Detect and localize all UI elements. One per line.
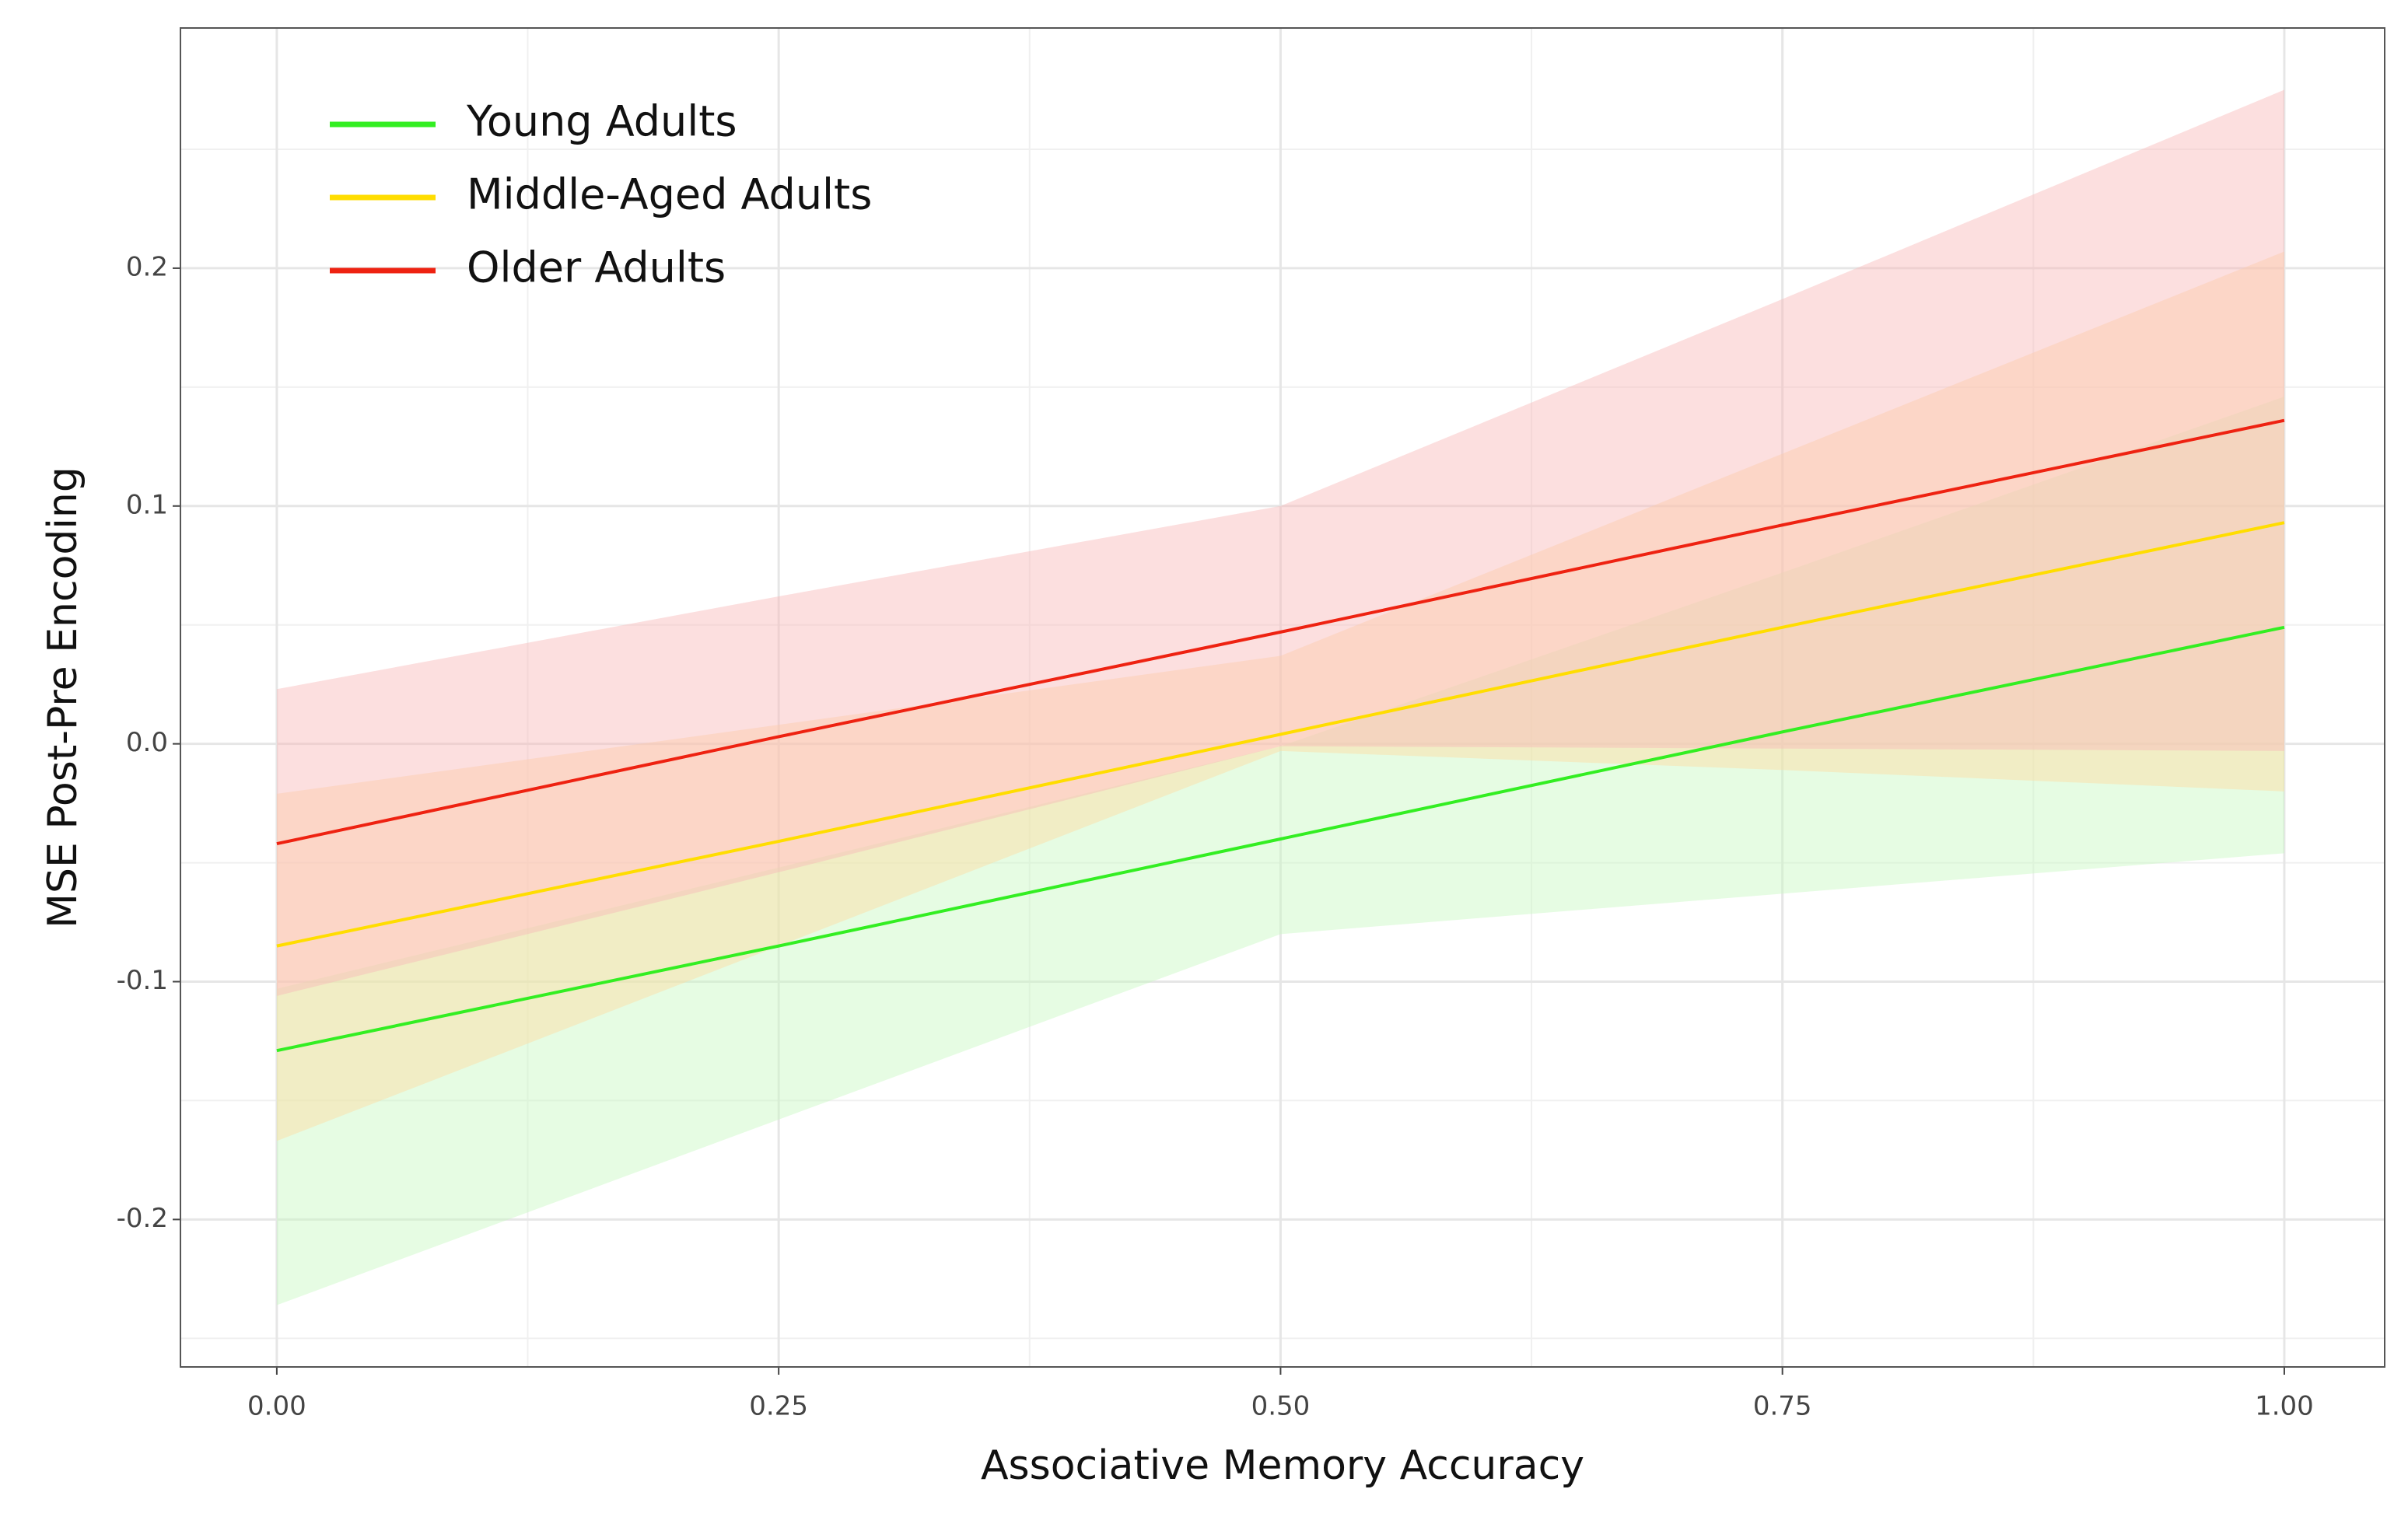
- y-tick-label: -0.1: [117, 965, 168, 996]
- x-tick-label: 0.50: [1251, 1391, 1311, 1422]
- y-tick-label: 0.2: [126, 251, 168, 282]
- series-line: [276, 418, 2285, 846]
- y-tick-label: 0.1: [126, 489, 168, 520]
- legend-label: Older Adults: [467, 243, 726, 292]
- x-tick-label: 0.00: [247, 1391, 306, 1422]
- plot-border: [180, 27, 2385, 1368]
- y-tick-label: -0.2: [117, 1203, 168, 1234]
- y-tick-label: 0.0: [126, 727, 168, 758]
- x-tick-label: 1.00: [2255, 1391, 2314, 1422]
- series-line: [276, 625, 2285, 1053]
- x-tick-label: 0.75: [1753, 1391, 1812, 1422]
- x-axis-title: Associative Memory Accuracy: [981, 1442, 1584, 1489]
- legend-label: Young Adults: [466, 97, 737, 146]
- y-axis-title: MSE Post-Pre Encoding: [40, 467, 86, 928]
- confidence-band: [276, 89, 2284, 996]
- legend-label: Middle-Aged Adults: [467, 170, 872, 219]
- series-line: [276, 521, 2285, 948]
- x-tick-label: 0.25: [749, 1391, 808, 1422]
- confidence-band: [276, 397, 2284, 1306]
- confidence-band: [276, 251, 2284, 1141]
